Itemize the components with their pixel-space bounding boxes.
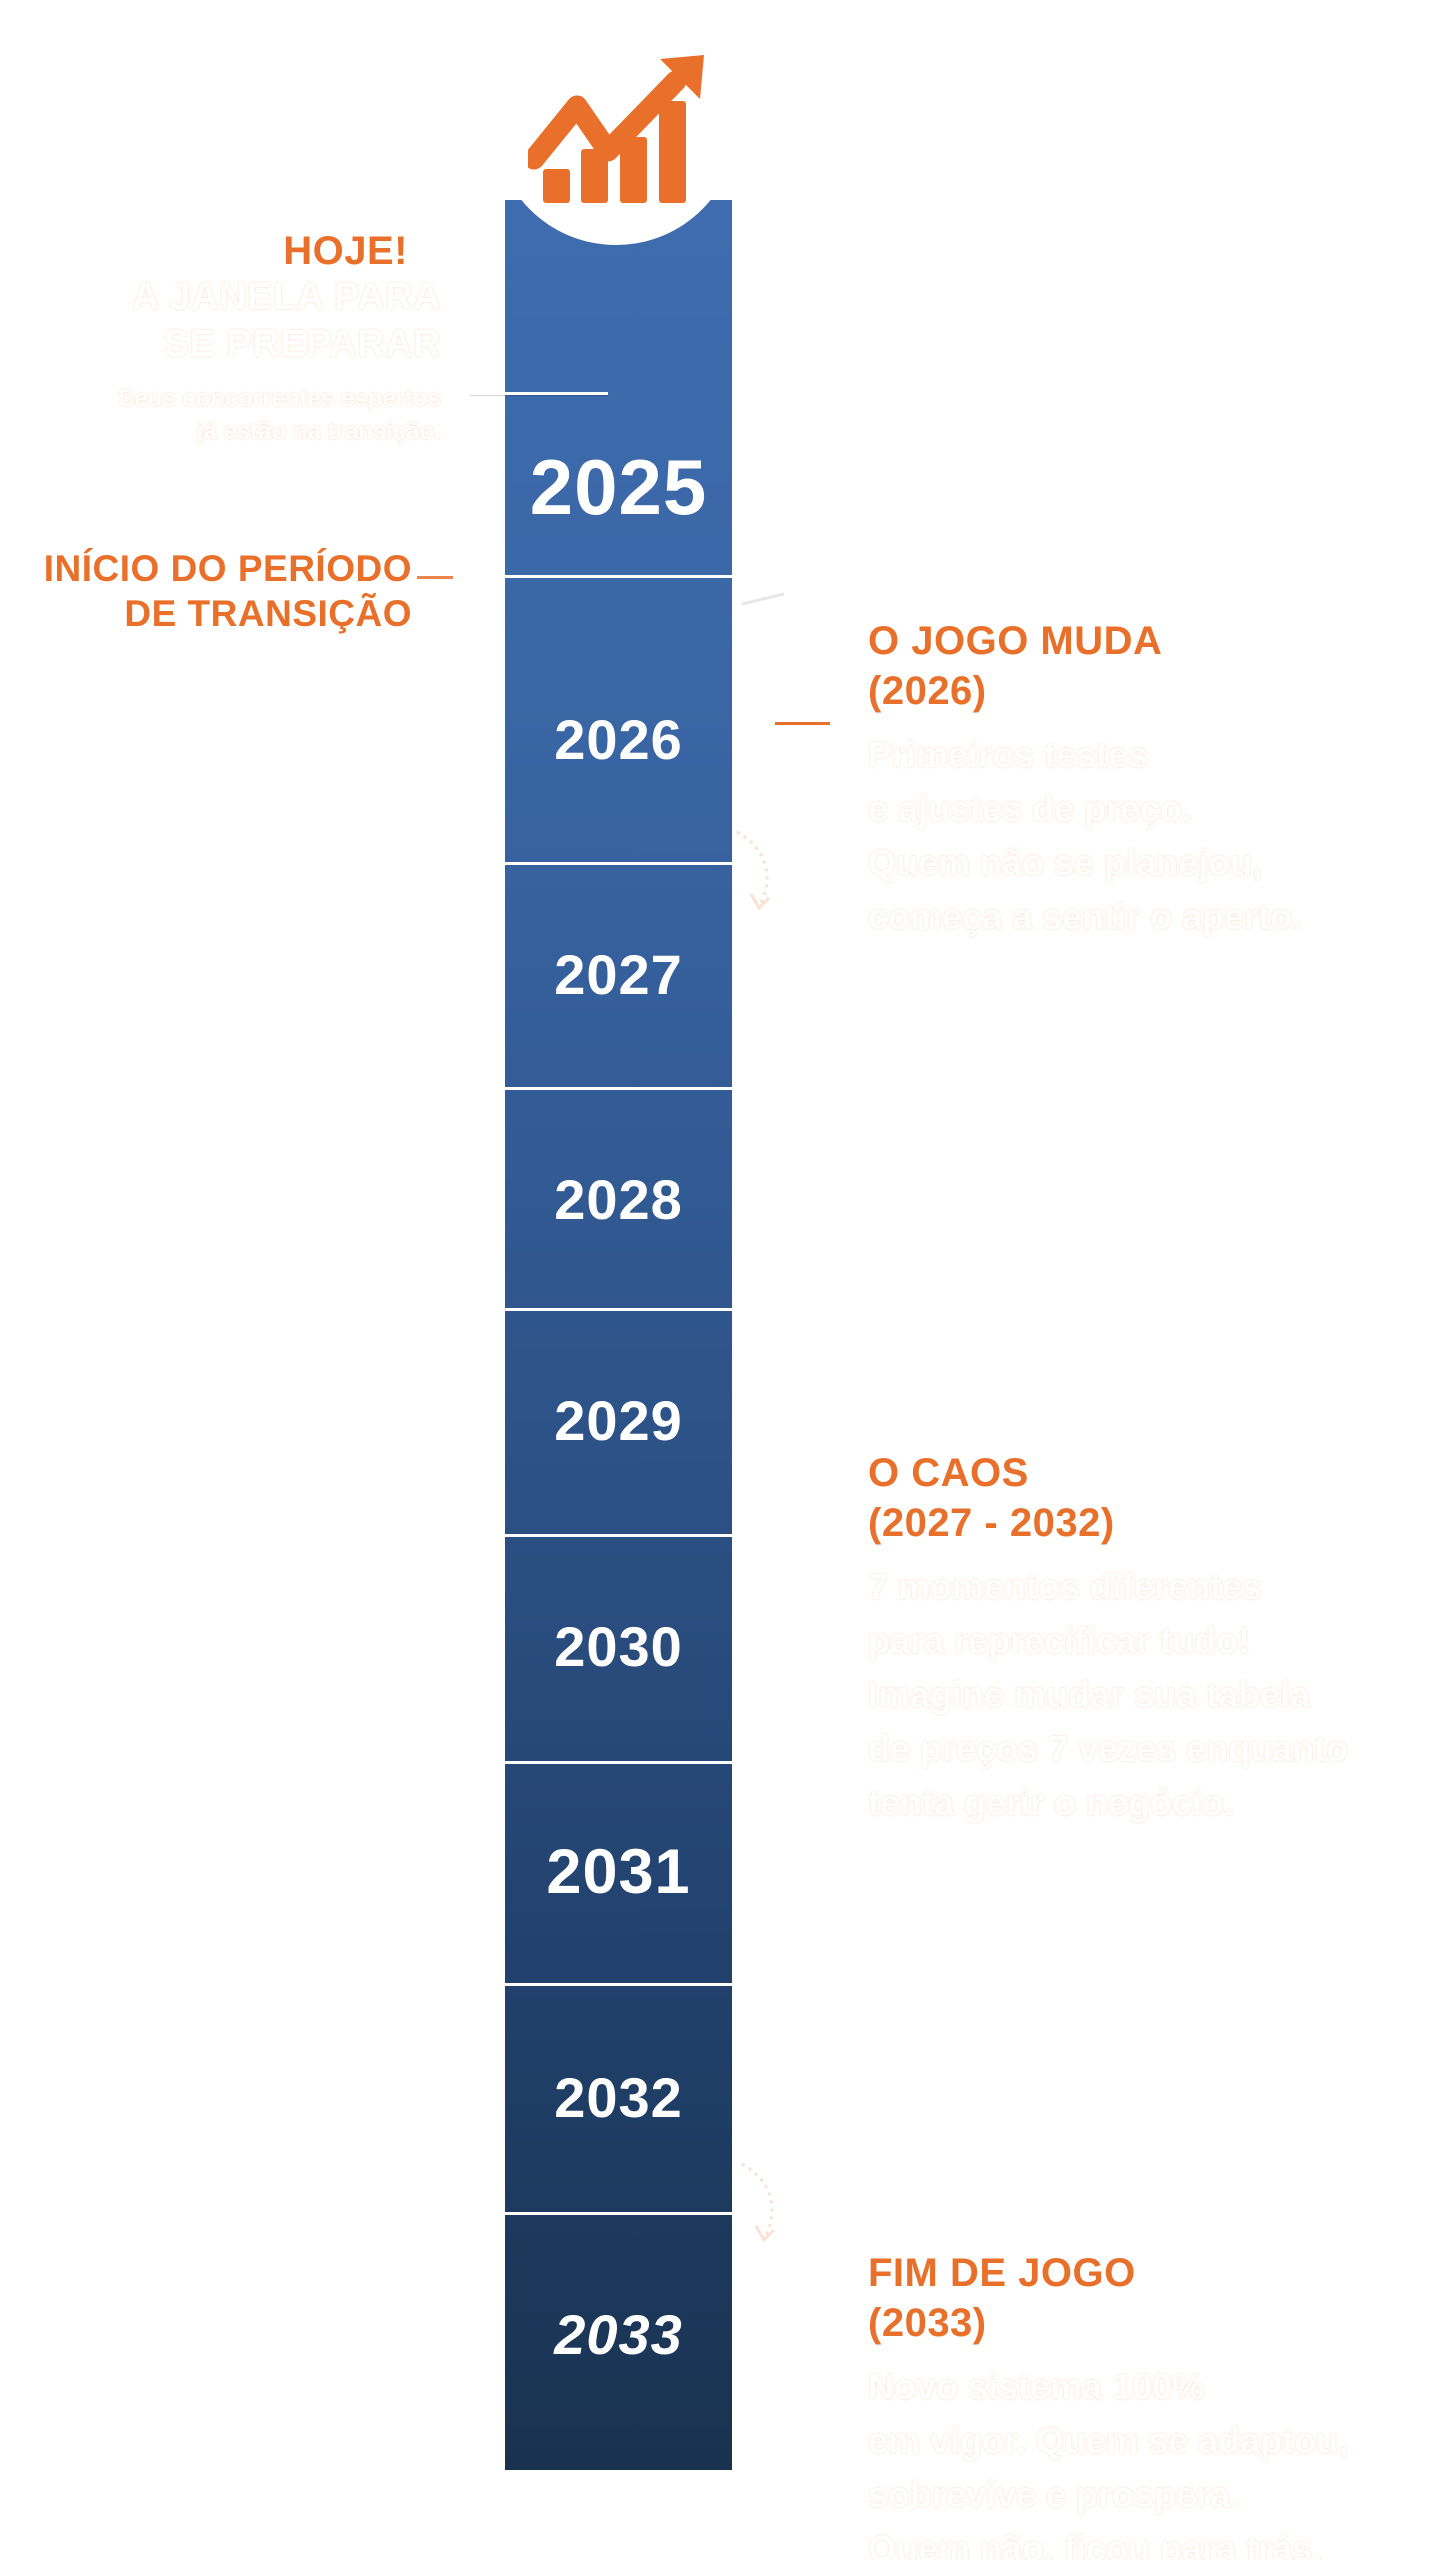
inicio-transicao-label: INÍCIO DO PERÍODO DE TRANSIÇÃO <box>44 546 412 636</box>
body-line: tenta gerir o negócio. <box>868 1782 1235 1823</box>
section-body: 7 momentos diferentes para reprecificar … <box>868 1560 1348 1830</box>
section-title-line2: (2027 - 2032) <box>868 1501 1115 1545</box>
faint-dash-icon <box>741 592 785 606</box>
divider-2032-2033 <box>505 2212 732 2215</box>
curved-arrow-icon <box>736 830 771 911</box>
curved-arrow-icon <box>741 2162 776 2243</box>
body-line: Quem não se planejou, <box>868 842 1263 883</box>
hoje-block: HOJE! A JANELA PARA SE PREPARAR Seus con… <box>118 228 441 448</box>
year-2026: 2026 <box>554 708 683 771</box>
divider-2030-2031 <box>505 1761 732 1764</box>
divider-2025-2026 <box>505 575 732 578</box>
hoje-headline-line1: A JANELA PARA <box>131 276 441 318</box>
section-title-line1: FIM DE JOGO <box>868 2251 1136 2295</box>
section-o-jogo-muda: O JOGO MUDA (2026) Primeiros testes e aj… <box>868 616 1302 944</box>
body-line: Quem não, ficou para trás. <box>868 2528 1323 2560</box>
timeline-column <box>505 200 732 2470</box>
section-title-line1: O CAOS <box>868 1451 1029 1495</box>
section-body: Novo sistema 100% em vigor. Quem se adap… <box>868 2360 1348 2560</box>
inicio-connector-dash <box>417 576 453 579</box>
body-line: sobrevive e prospera. <box>868 2474 1241 2515</box>
body-line: e ajustes de preço. <box>868 788 1193 829</box>
body-line: começa a sentir o aperto. <box>868 896 1303 937</box>
jogo-muda-connector-dash <box>775 722 830 725</box>
body-line: de preços 7 vezes enquanto <box>868 1728 1349 1769</box>
top-circle-badge <box>494 1 738 245</box>
hoje-headline-line2: SE PREPARAR <box>163 323 441 365</box>
year-2025: 2025 <box>529 443 708 531</box>
body-line: em vigor. Quem se adaptou, <box>868 2420 1349 2461</box>
year-2027: 2027 <box>554 943 683 1006</box>
section-o-caos: O CAOS (2027 - 2032) 7 momentos diferent… <box>868 1448 1348 1830</box>
divider-2031-2032 <box>505 1983 732 1986</box>
body-line: Imagine mudar sua tabela <box>868 1674 1311 1715</box>
divider-2029-2030 <box>505 1534 732 1537</box>
hoje-sub-line1: Seus concorrentes espertos <box>118 385 441 412</box>
year-2033: 2033 <box>554 2303 683 2366</box>
hoje-sub-line2: já estão na transição. <box>196 418 441 445</box>
section-body: Primeiros testes e ajustes de preço. Que… <box>868 728 1302 944</box>
section-title-line2: (2026) <box>868 669 987 713</box>
section-title-line1: O JOGO MUDA <box>868 619 1163 663</box>
year-2029: 2029 <box>554 1389 683 1452</box>
divider-2028-2029 <box>505 1308 732 1311</box>
divider-2027-2028 <box>505 1087 732 1090</box>
body-line: 7 momentos diferentes <box>868 1566 1263 1607</box>
inicio-line2: DE TRANSIÇÃO <box>124 593 412 634</box>
inicio-line1: INÍCIO DO PERÍODO <box>43 548 412 589</box>
year-2031: 2031 <box>546 1837 691 1907</box>
body-line: Primeiros testes <box>868 734 1149 775</box>
divider-2026-2027 <box>505 862 732 865</box>
body-line: Novo sistema 100% <box>868 2366 1205 2407</box>
year-2030: 2030 <box>554 1615 683 1678</box>
year-2032: 2032 <box>554 2066 683 2129</box>
hoje-title: HOJE! <box>283 229 408 273</box>
timeline-tick-2025 <box>470 392 608 395</box>
year-2028: 2028 <box>554 1168 683 1231</box>
body-line: para reprecificar tudo! <box>868 1620 1251 1661</box>
section-fim-de-jogo: FIM DE JOGO (2033) Novo sistema 100% em … <box>868 2248 1348 2560</box>
section-title-line2: (2033) <box>868 2301 987 2345</box>
growth-chart-icon <box>528 55 704 203</box>
